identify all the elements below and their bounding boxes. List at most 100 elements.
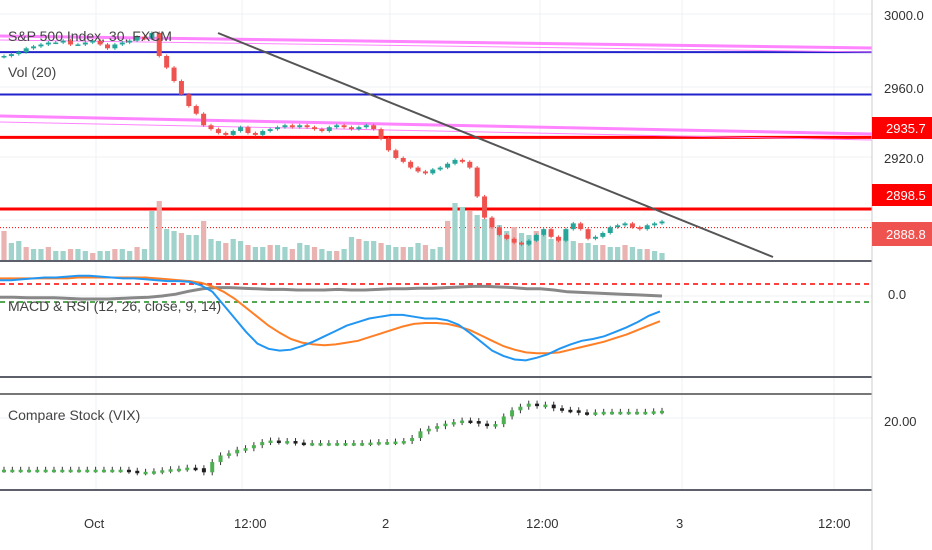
- candle-body: [600, 232, 606, 237]
- candle-body: [334, 125, 340, 128]
- candle-body: [563, 229, 569, 241]
- candle-body: [607, 227, 613, 233]
- compare-bar: [2, 469, 6, 473]
- volume-bar: [452, 203, 458, 261]
- candle-body: [356, 127, 362, 130]
- candle-body: [408, 161, 414, 168]
- candle-body: [341, 125, 347, 128]
- price-badge-label: 2888.8: [886, 227, 926, 242]
- candle-body: [430, 169, 436, 174]
- compare-bar: [276, 440, 281, 444]
- compare-bar: [468, 420, 473, 424]
- volume-bar: [348, 237, 355, 261]
- compare-bar: [626, 411, 631, 415]
- macd-zero-label: 0.0: [888, 287, 906, 302]
- compare-bar: [593, 412, 598, 415]
- compare-bar: [568, 409, 573, 413]
- volume-bar: [393, 247, 399, 261]
- compare-bar: [485, 423, 490, 427]
- volume-bar: [297, 243, 303, 261]
- compare-bar: [210, 462, 215, 473]
- volume-bar: [119, 249, 125, 261]
- candle-body: [459, 159, 465, 162]
- candle-body: [452, 159, 458, 164]
- compare-bar: [68, 469, 73, 473]
- volume-bar: [334, 251, 340, 261]
- compare-bar: [410, 437, 415, 442]
- candle-body: [215, 129, 221, 133]
- compare-bar: [35, 469, 40, 473]
- compare-label: Compare Stock (VIX): [8, 407, 140, 423]
- macd-line: [0, 274, 661, 362]
- volume-bar: [570, 241, 576, 261]
- volume-bar: [555, 237, 562, 261]
- candle-body: [105, 44, 111, 49]
- compare-bar: [443, 423, 448, 427]
- x-tick-label: 12:00: [526, 516, 559, 531]
- volume-bar: [533, 231, 539, 261]
- volume-bar: [467, 211, 473, 261]
- volume-bar: [444, 221, 451, 261]
- candle-body: [652, 223, 658, 226]
- candle-body: [208, 125, 214, 130]
- compare-bar: [651, 411, 656, 414]
- candle-body: [53, 42, 59, 45]
- main-title: S&P 500 Index, 30, FXCM: [8, 28, 172, 44]
- compare-bar: [176, 468, 181, 472]
- candle-body: [289, 125, 295, 128]
- candle-body: [519, 242, 525, 245]
- compare-bar: [193, 467, 198, 471]
- volume-bar: [289, 249, 295, 261]
- candle-body: [38, 44, 44, 47]
- volume-bar: [615, 247, 621, 261]
- volume-bar: [629, 247, 636, 261]
- volume-bar: [548, 239, 554, 261]
- macd-pane: [0, 274, 872, 362]
- volume-bar: [171, 231, 177, 261]
- volume-bar: [652, 251, 658, 261]
- candle-body: [467, 161, 473, 168]
- compare-bar: [385, 442, 390, 445]
- candle-body: [363, 125, 369, 128]
- compare-bar: [543, 404, 548, 408]
- candle-body: [371, 125, 377, 130]
- volume-bar: [45, 247, 51, 261]
- compare-bar: [10, 469, 15, 473]
- volume-bar: [215, 241, 222, 261]
- candle-body: [223, 132, 229, 135]
- volume-bar: [378, 243, 384, 261]
- compare-bar: [243, 448, 248, 451]
- compare-bar: [285, 441, 290, 444]
- candle-body: [445, 163, 451, 168]
- volume-bar: [8, 243, 14, 261]
- compare-bar: [143, 471, 148, 475]
- compare-bar: [426, 428, 431, 432]
- candle-body: [112, 44, 118, 49]
- volume-bar: [541, 235, 547, 261]
- candle-body: [622, 223, 628, 226]
- candle-body: [260, 131, 266, 135]
- x-tick-label: Oct: [84, 516, 105, 531]
- compare-bar: [26, 469, 31, 473]
- candle-body: [75, 44, 81, 46]
- compare-bar: [43, 469, 48, 473]
- candle-body: [164, 56, 170, 68]
- candle-body: [400, 157, 406, 162]
- candle-body: [637, 227, 643, 230]
- volume-bar: [659, 253, 665, 261]
- volume-bar: [282, 247, 288, 261]
- candle-body: [533, 234, 539, 241]
- compare-bar: [576, 410, 581, 413]
- trendline[interactable]: [217, 32, 774, 258]
- volume-bar: [149, 211, 155, 261]
- volume-bar: [23, 247, 29, 261]
- volume-bar: [474, 215, 480, 261]
- compare-bar: [160, 470, 165, 473]
- candle-body: [141, 36, 147, 39]
- candle-body: [496, 227, 502, 235]
- compare-bar: [201, 468, 206, 473]
- candle-body: [629, 223, 635, 228]
- y-tick-label: 2920.0: [884, 151, 924, 166]
- candle-body: [378, 129, 384, 139]
